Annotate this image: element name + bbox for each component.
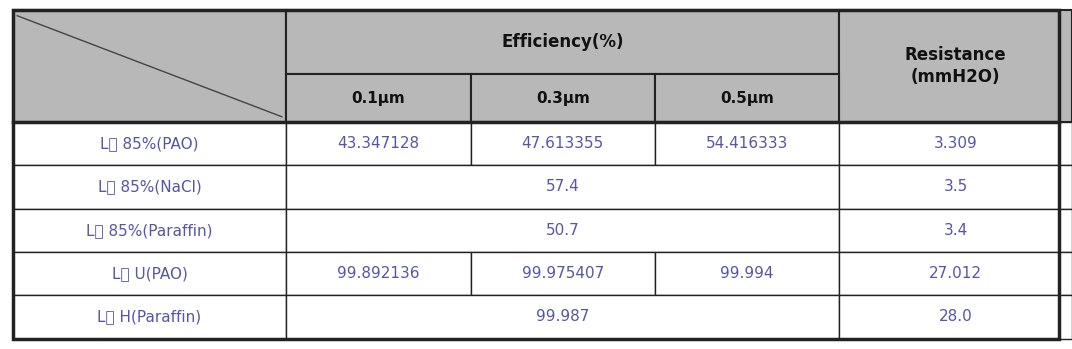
Text: L사 85%(PAO): L사 85%(PAO) [101, 136, 198, 151]
Text: 3.309: 3.309 [934, 136, 978, 151]
Bar [13, 10, 286, 122]
Bar [13, 252, 286, 295]
Text: 0.1μm: 0.1μm [352, 91, 405, 106]
Bar [655, 122, 839, 165]
Bar [286, 122, 471, 165]
Text: 57.4: 57.4 [546, 179, 580, 194]
Bar [839, 122, 1072, 165]
Text: Resistance
(mmH2O): Resistance (mmH2O) [905, 46, 1007, 86]
Bar [655, 252, 839, 295]
Text: 0.5μm: 0.5μm [720, 91, 774, 106]
Bar [286, 165, 839, 209]
Bar [13, 165, 286, 209]
Text: L사 U(PAO): L사 U(PAO) [111, 266, 188, 281]
Bar [839, 209, 1072, 252]
Text: 99.994: 99.994 [720, 266, 774, 281]
Text: 47.613355: 47.613355 [522, 136, 604, 151]
Bar [286, 295, 839, 339]
Text: Efficiency(%): Efficiency(%) [502, 34, 624, 51]
Text: 27.012: 27.012 [929, 266, 982, 281]
Text: 3.5: 3.5 [943, 179, 968, 194]
Bar [13, 295, 286, 339]
Bar [286, 209, 839, 252]
Bar [286, 10, 839, 74]
Text: L사 85%(Paraffin): L사 85%(Paraffin) [86, 223, 213, 238]
Text: 0.3μm: 0.3μm [536, 91, 590, 106]
Bar [471, 122, 655, 165]
Bar [471, 252, 655, 295]
Text: 50.7: 50.7 [546, 223, 580, 238]
Text: L사 85%(NaCl): L사 85%(NaCl) [98, 179, 202, 194]
Bar [839, 252, 1072, 295]
Bar [839, 295, 1072, 339]
Text: 99.892136: 99.892136 [338, 266, 419, 281]
Text: L사 H(Paraffin): L사 H(Paraffin) [98, 309, 202, 324]
Bar [471, 74, 655, 122]
Bar [655, 74, 839, 122]
Text: 3.4: 3.4 [943, 223, 968, 238]
Text: 99.975407: 99.975407 [522, 266, 604, 281]
Text: 99.987: 99.987 [536, 309, 590, 324]
Bar [286, 74, 471, 122]
Bar [13, 209, 286, 252]
Bar [286, 252, 471, 295]
Bar [839, 165, 1072, 209]
Text: 43.347128: 43.347128 [338, 136, 419, 151]
Text: 28.0: 28.0 [939, 309, 972, 324]
Bar [839, 10, 1072, 122]
Text: 54.416333: 54.416333 [706, 136, 788, 151]
Bar [13, 122, 286, 165]
